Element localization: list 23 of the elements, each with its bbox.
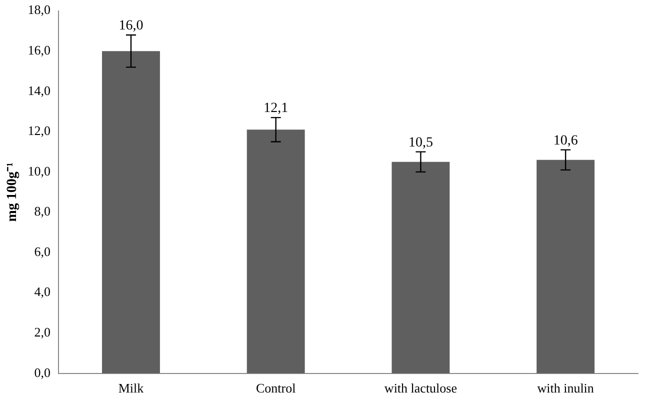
x-tick-label: with inulin <box>537 380 594 396</box>
data-label: 10,5 <box>408 135 433 150</box>
y-axis-title: mg 100g⁻¹ <box>5 162 20 222</box>
y-tick-label: 14,0 <box>28 82 51 98</box>
y-tick-label: 18,0 <box>28 2 51 18</box>
y-tick-label: 16,0 <box>28 42 51 58</box>
y-tick-label: 0,0 <box>34 364 51 380</box>
y-tick-label: 4,0 <box>34 284 51 300</box>
x-tick-label: with lactulose <box>384 380 458 396</box>
y-tick-label: 12,0 <box>28 123 51 138</box>
y-tick-label: 2,0 <box>34 324 51 340</box>
data-label: 12,1 <box>264 101 288 116</box>
bar <box>246 130 305 374</box>
y-tick-label: 10,0 <box>28 163 51 178</box>
bar <box>392 162 450 374</box>
data-label: 10,6 <box>553 133 578 148</box>
bar <box>536 160 595 374</box>
y-tick-label: 6,0 <box>34 244 51 259</box>
data-label: 16,0 <box>118 18 144 34</box>
y-tick-label: 8,0 <box>34 204 51 219</box>
x-tick-label: Milk <box>118 380 144 396</box>
x-tick-label: Control <box>256 380 296 396</box>
bar <box>102 51 160 374</box>
